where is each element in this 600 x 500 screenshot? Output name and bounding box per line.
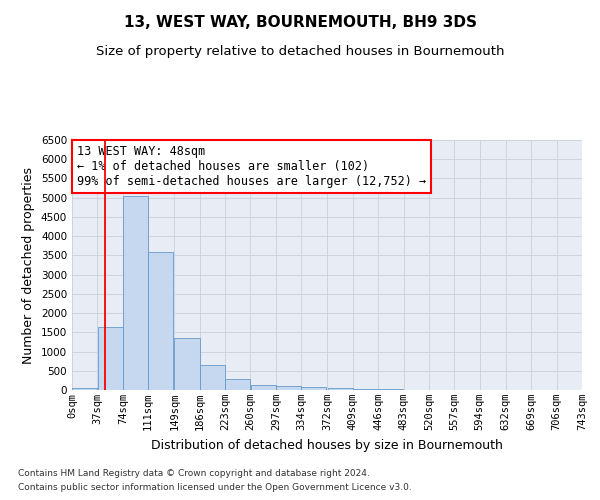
- Bar: [328, 388, 353, 390]
- Bar: [225, 379, 250, 390]
- Bar: [200, 365, 225, 390]
- Bar: [72, 388, 97, 390]
- Y-axis label: Number of detached properties: Number of detached properties: [22, 166, 35, 364]
- Text: Contains HM Land Registry data © Crown copyright and database right 2024.: Contains HM Land Registry data © Crown c…: [18, 468, 370, 477]
- Bar: [301, 387, 326, 390]
- Text: 13, WEST WAY, BOURNEMOUTH, BH9 3DS: 13, WEST WAY, BOURNEMOUTH, BH9 3DS: [124, 15, 476, 30]
- Bar: [353, 389, 378, 390]
- Bar: [148, 252, 173, 390]
- Bar: [276, 386, 301, 390]
- Text: Contains public sector information licensed under the Open Government Licence v3: Contains public sector information licen…: [18, 484, 412, 492]
- Bar: [251, 385, 275, 390]
- Text: Size of property relative to detached houses in Bournemouth: Size of property relative to detached ho…: [96, 45, 504, 58]
- Text: 13 WEST WAY: 48sqm
← 1% of detached houses are smaller (102)
99% of semi-detache: 13 WEST WAY: 48sqm ← 1% of detached hous…: [77, 145, 426, 188]
- Bar: [123, 196, 148, 390]
- X-axis label: Distribution of detached houses by size in Bournemouth: Distribution of detached houses by size …: [151, 438, 503, 452]
- Bar: [98, 326, 122, 390]
- Bar: [175, 338, 199, 390]
